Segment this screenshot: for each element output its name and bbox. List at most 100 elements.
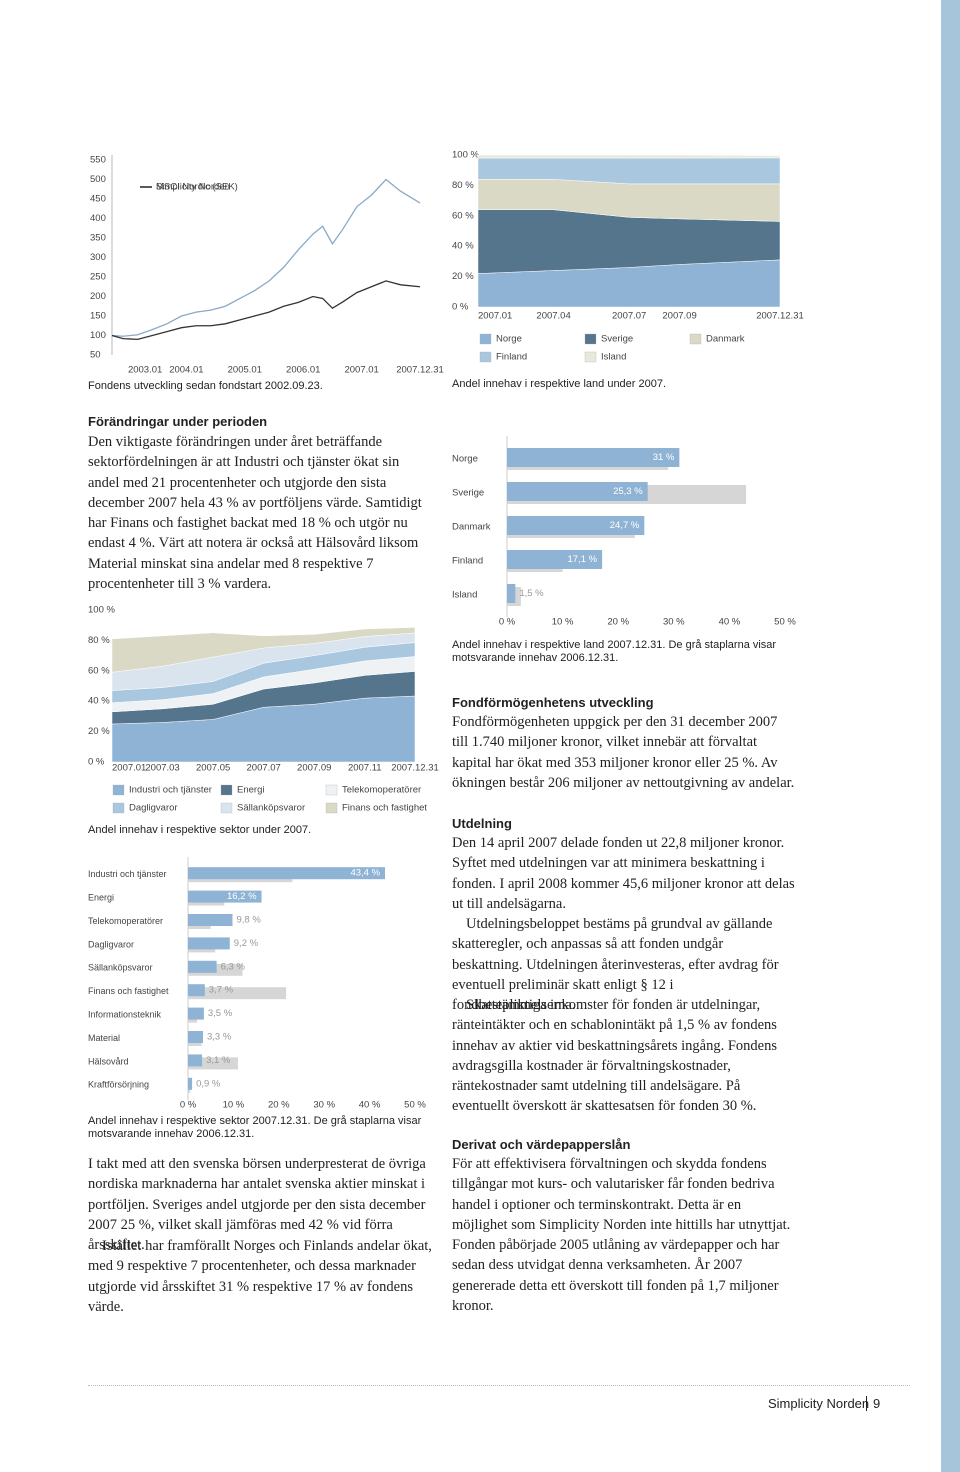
- x-tick-label: 50 %: [774, 617, 796, 628]
- legend-label: Finland: [496, 352, 527, 363]
- x-tick-label: 2007.01: [478, 311, 512, 322]
- chart-caption: Fondens utveckling sedan fondstart 2002.…: [88, 380, 323, 392]
- x-tick-label: 2003.01: [128, 365, 162, 376]
- paragraph: Fondförmögenheten uppgick per den 31 dec…: [452, 714, 795, 791]
- legend-label: Norge: [496, 334, 522, 345]
- bar: [507, 448, 680, 467]
- legend-swatch: [584, 333, 597, 345]
- value-label: 17,1 %: [567, 554, 597, 565]
- legend-swatch: [325, 784, 338, 796]
- area-series: [477, 154, 781, 159]
- y-tick-label: 100 %: [452, 150, 479, 161]
- y-tick-label: 200: [90, 291, 106, 302]
- category-label: Island: [452, 590, 477, 601]
- y-tick-label: 20 %: [452, 271, 474, 282]
- y-tick-label: 100 %: [88, 605, 115, 616]
- y-tick-label: 60 %: [452, 210, 474, 221]
- bar: [188, 937, 230, 950]
- y-tick-label: 50: [90, 350, 101, 361]
- x-tick-label: 2007.12.31: [391, 763, 439, 774]
- y-tick-label: 40 %: [452, 241, 474, 252]
- bar: [188, 984, 205, 997]
- y-tick-label: 400: [90, 213, 106, 224]
- bar: [188, 1077, 193, 1090]
- category-label: Industri och tjänster: [88, 869, 167, 879]
- category-label: Finland: [452, 556, 483, 567]
- legend-label: MSCI Nordic (SEK): [156, 182, 238, 193]
- paragraph: Istället har framförallt Norges och Finl…: [88, 1238, 432, 1315]
- legend-label: Sverige: [601, 334, 633, 345]
- paragraph: För att effektivisera förvaltningen och …: [452, 1156, 791, 1315]
- legend-label: Finans och fastighet: [342, 803, 427, 814]
- chart-caption: Andel innehav i respektive sektor under …: [88, 824, 312, 836]
- x-tick-label: 30 %: [663, 617, 685, 628]
- heading: Förändringar under perioden: [88, 414, 268, 429]
- y-tick-label: 80 %: [452, 180, 474, 191]
- paragraph: I takt med att den svenska börsen underp…: [88, 1156, 426, 1254]
- bar: [188, 890, 262, 903]
- comparison-bar: [188, 987, 287, 1000]
- value-label: 16,2 %: [227, 891, 257, 902]
- y-tick-label: 550: [90, 155, 106, 166]
- y-tick-label: 150: [90, 311, 106, 322]
- category-label: Dagligvaror: [88, 939, 134, 949]
- category-label: Telekomoperatörer: [88, 916, 163, 926]
- legend-label: Industri och tjänster: [129, 785, 212, 796]
- bar: [507, 516, 645, 535]
- x-tick-label: 2007.04: [536, 311, 570, 322]
- y-tick-label: 300: [90, 252, 106, 263]
- legend-swatch: [689, 333, 702, 345]
- category-label: Danmark: [452, 522, 491, 533]
- category-label: Hälsovård: [88, 1056, 129, 1066]
- value-label: 3,7 %: [209, 985, 234, 996]
- x-tick-label: 20 %: [268, 1100, 290, 1111]
- x-tick-label: 0 %: [180, 1100, 197, 1111]
- y-tick-label: 0 %: [88, 757, 105, 768]
- footer-brand: Simplicity Norden: [768, 1396, 870, 1411]
- y-tick-label: 250: [90, 272, 106, 283]
- value-label: 25,3 %: [613, 486, 643, 497]
- legend-swatch: [325, 802, 338, 814]
- heading: Utdelning: [452, 816, 512, 831]
- x-tick-label: 0 %: [499, 617, 516, 628]
- x-tick-label: 2007.12.31: [396, 365, 444, 376]
- chart-caption: Andel innehav i respektive sektor 2007.1…: [88, 1115, 422, 1140]
- x-tick-label: 2004.01: [169, 365, 203, 376]
- category-label: Energi: [88, 892, 114, 902]
- value-label: 9,8 %: [236, 915, 261, 926]
- heading: Derivat och värdepapperslån: [452, 1137, 631, 1152]
- y-tick-label: 0 %: [452, 302, 469, 313]
- category-label: Kraftförsörjning: [88, 1080, 149, 1090]
- value-label: 31 %: [653, 452, 675, 463]
- x-tick-label: 2007.05: [196, 763, 230, 774]
- x-tick-label: 10 %: [552, 617, 574, 628]
- y-tick-label: 450: [90, 194, 106, 205]
- x-tick-label: 2007.07: [247, 763, 281, 774]
- x-tick-label: 2005.01: [228, 365, 262, 376]
- x-tick-label: 2007.09: [297, 763, 331, 774]
- area-series: [111, 627, 416, 673]
- heading: Fondförmögenhetens utveckling: [452, 695, 654, 710]
- legend-label: Telekomoperatörer: [342, 785, 421, 796]
- x-tick-label: 2007.09: [662, 311, 696, 322]
- chart-caption: Andel innehav i respektive land under 20…: [452, 378, 667, 390]
- x-tick-label: 2007.01: [344, 365, 378, 376]
- bar: [188, 1054, 203, 1067]
- y-tick-label: 40 %: [88, 696, 110, 707]
- y-tick-label: 350: [90, 233, 106, 244]
- x-tick-label: 2007.03: [145, 763, 179, 774]
- category-label: Sverige: [452, 488, 484, 499]
- page-number: 9: [866, 1396, 880, 1411]
- x-tick-label: 2007.07: [612, 311, 646, 322]
- edge-strip: [941, 0, 960, 1472]
- y-tick-label: 500: [90, 174, 106, 185]
- legend-label: Energi: [237, 785, 264, 796]
- category-label: Material: [88, 1033, 120, 1043]
- legend-swatch: [479, 333, 492, 345]
- line-series: [111, 280, 421, 341]
- value-label: 3,3 %: [207, 1032, 232, 1043]
- x-tick-label: 2007.12.31: [756, 311, 804, 322]
- legend-label: Island: [601, 352, 626, 363]
- bar: [507, 550, 603, 569]
- x-tick-label: 2006.01: [286, 365, 320, 376]
